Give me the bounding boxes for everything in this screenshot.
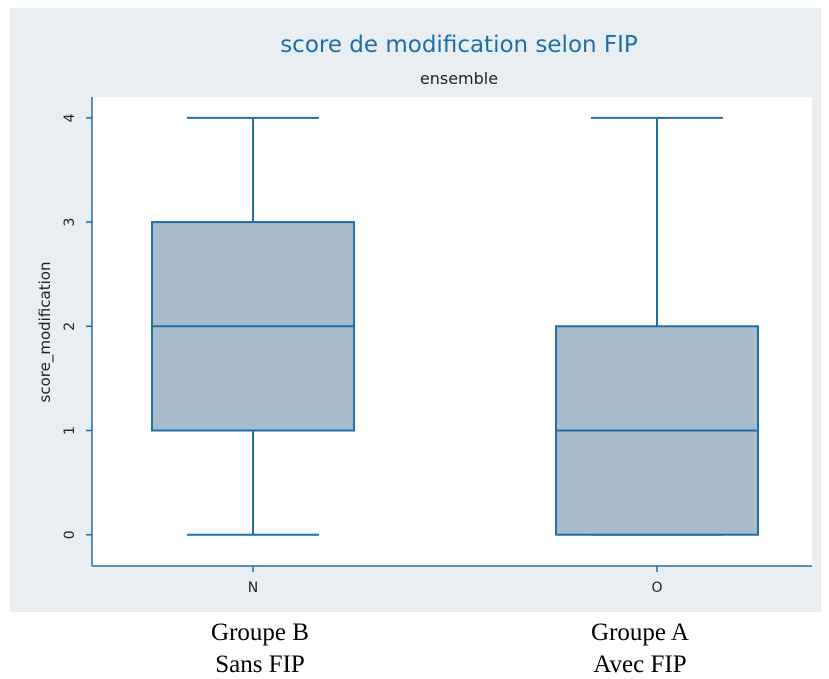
y-tick-label: 4: [62, 113, 78, 122]
y-axis-ticks: 0 1 2 3 4: [62, 113, 92, 539]
y-tick-label: 1: [62, 426, 78, 435]
caption-group-b-line2: Sans FIP: [215, 651, 305, 678]
caption-group-b-line1: Groupe B: [211, 619, 309, 646]
box-plots: [151, 116, 759, 536]
y-axis-label: score_modification: [36, 262, 55, 403]
chart-title: score de modification selon FIP: [280, 32, 638, 58]
caption-group-a-line2: Avec FIP: [593, 651, 686, 678]
caption-group-a-line1: Groupe A: [591, 619, 689, 646]
chart-subtitle: ensemble: [420, 69, 498, 88]
x-tick-label: O: [651, 580, 662, 596]
y-tick-label: 0: [62, 530, 78, 539]
x-tick-label: N: [248, 580, 258, 596]
box-N: [151, 116, 355, 536]
y-tick-label: 3: [62, 218, 78, 227]
y-tick-label: 2: [62, 322, 78, 331]
box-O: [555, 116, 759, 536]
